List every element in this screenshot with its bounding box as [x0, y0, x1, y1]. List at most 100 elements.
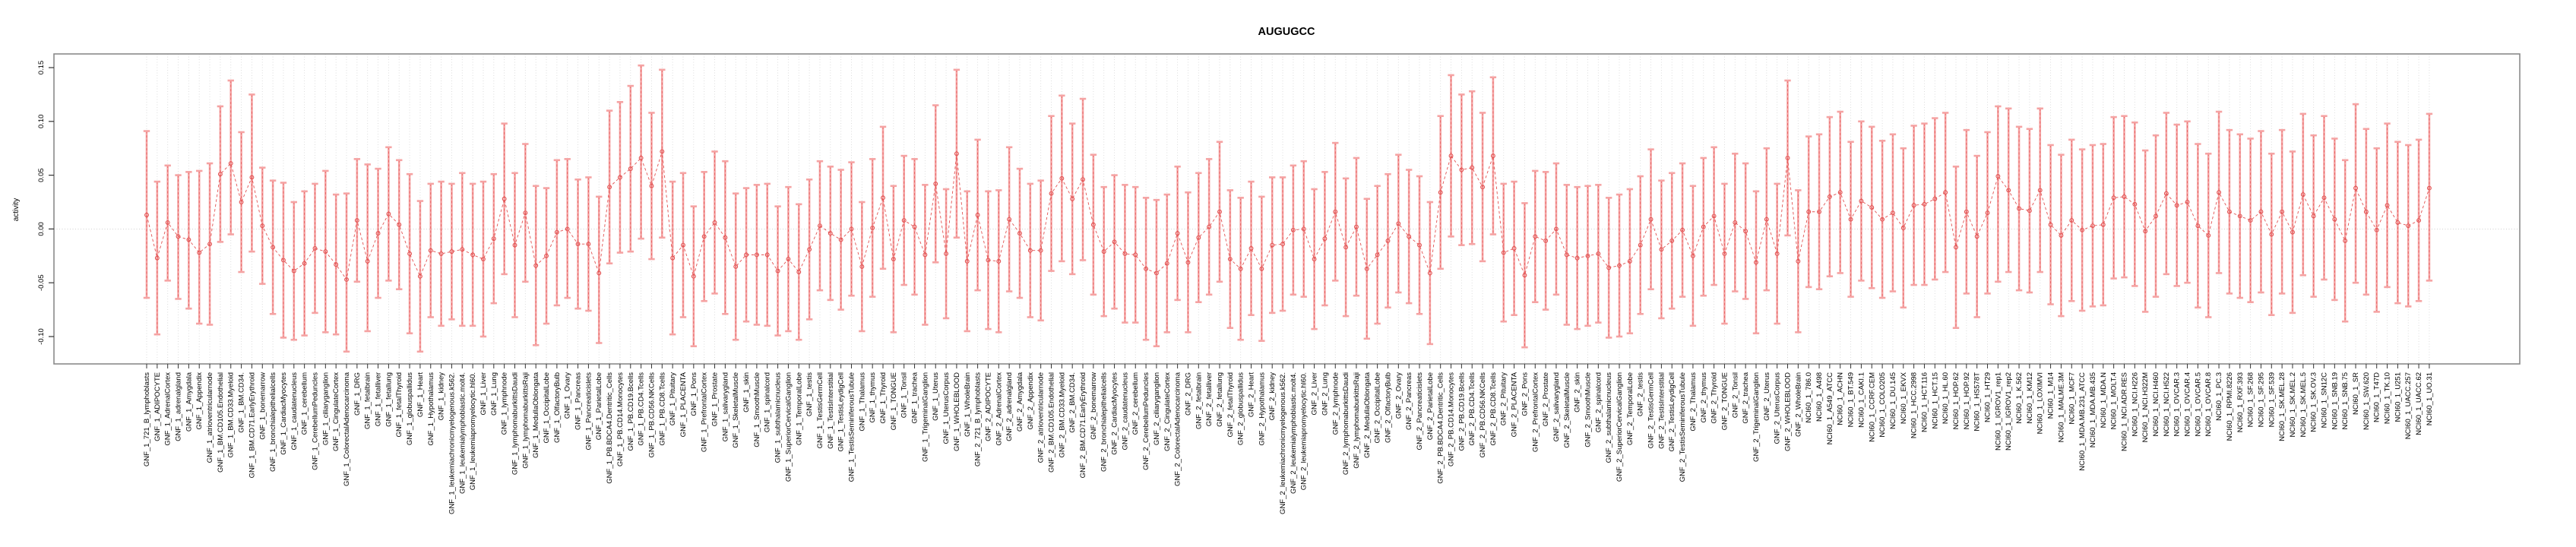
data-point	[197, 250, 202, 255]
x-axis-label: GNF_1_WHOLEBLOOD	[953, 372, 961, 451]
y-tick-label: 0.05	[37, 168, 46, 182]
data-point	[891, 257, 896, 261]
data-point	[2174, 203, 2179, 208]
data-point	[260, 223, 265, 229]
x-axis-label: GNF_1_BM.CD33.Myeloid	[227, 372, 236, 457]
data-point	[344, 277, 349, 282]
data-point	[1985, 210, 1990, 216]
x-axis-label: GNF_2_testis	[1637, 372, 1645, 416]
x-axis-label: NCI60_1_UACC.257	[2404, 372, 2413, 439]
data-point	[996, 258, 1002, 264]
x-axis-label: GNF_2_Heart	[1248, 372, 1256, 417]
x-axis-label: GNF_1_UterusCorpus	[942, 372, 951, 444]
data-point	[291, 268, 296, 274]
x-axis-label: NCI60_1_T47D	[2373, 372, 2381, 422]
data-point	[1280, 242, 1285, 247]
chart-title: AUGUGCC	[1258, 26, 1315, 38]
x-axis-label: GNF_1_Uterus	[932, 372, 940, 421]
x-axis-label: GNF_1_fetalliver	[375, 372, 383, 426]
x-axis-label: GNF_2_SmoothMuscle	[1584, 372, 1592, 447]
data-point	[586, 242, 591, 247]
x-axis-label: GNF_2_Thalamus	[1689, 372, 1698, 432]
data-point	[1680, 227, 1685, 232]
data-point	[2269, 232, 2274, 237]
data-point	[491, 236, 496, 242]
data-point	[1701, 224, 1706, 229]
data-point	[1480, 185, 1486, 190]
data-point	[2363, 209, 2369, 214]
data-point	[2300, 192, 2305, 198]
data-point	[2080, 227, 2085, 232]
x-axis-label: NCI60_1_SF.268	[2247, 372, 2255, 427]
y-tick-label: -0.10	[37, 328, 46, 345]
data-point	[807, 247, 812, 252]
data-point	[1301, 226, 1306, 232]
data-point	[544, 253, 549, 258]
x-axis-label: GNF_2_PB.CD19.Bcells	[1457, 372, 1466, 451]
data-point	[1343, 245, 1349, 250]
data-point	[2311, 213, 2316, 219]
x-axis-label: GNF_2_Pancreas	[1405, 372, 1413, 430]
data-point	[1175, 231, 1180, 236]
x-axis-label: NCI60_1_A549_ATCC	[1826, 372, 1834, 445]
data-point	[239, 200, 244, 204]
x-axis-label: NCI60_1_SF.295	[2257, 372, 2265, 427]
x-axis-label: GNF_1_PB.CD14.Monocytes	[616, 372, 625, 466]
series-line	[146, 151, 2430, 281]
data-point	[1470, 165, 1475, 170]
data-point	[691, 274, 696, 279]
x-axis-label: NCI60_1_COLO205	[1878, 372, 1887, 438]
data-point	[2258, 209, 2264, 214]
x-axis-label: NCI60_1_RXF.393	[2236, 372, 2245, 432]
data-point	[1932, 196, 1938, 201]
x-axis-label: GNF_1_PLACENTA	[679, 372, 688, 437]
data-point	[1922, 201, 1927, 207]
x-axis-label: NCI60_1_NCI.H522	[2163, 372, 2171, 437]
x-axis-label: GNF_1_adrenalgland	[175, 372, 183, 441]
x-axis-label: GNF_1_kidney	[438, 372, 446, 421]
x-axis-label: NCI60_1_MDA.MB.231_ATCC	[2078, 372, 2087, 471]
x-axis-label: GNF_1_fetalbrain	[364, 372, 372, 429]
data-point	[1596, 251, 1601, 256]
x-axis-label: NCI60_1_OVCAR.4	[2184, 372, 2192, 436]
x-axis-label: NCI60_1_HS578T	[1973, 372, 1982, 432]
x-axis-label: GNF_1_Thyroid	[879, 372, 888, 424]
data-point	[2353, 185, 2358, 191]
x-axis-label: GNF_2_AdrenalCortex	[995, 372, 1003, 446]
x-axis-label: GNF_2_ADIPOCYTE	[984, 372, 992, 441]
data-point	[386, 211, 391, 217]
data-point	[1101, 249, 1106, 255]
x-axis-label: GNF_2_Pons	[1521, 372, 1529, 416]
x-axis-label: GNF_1_Amygdala	[185, 372, 193, 432]
x-axis-label: NCI60_1_SK.OV.3	[2310, 372, 2318, 432]
data-point	[176, 234, 181, 239]
data-point	[460, 247, 465, 252]
data-point	[302, 261, 307, 266]
data-point	[365, 258, 370, 264]
x-axis-label: NCI60_1_MCF7	[2068, 372, 2076, 425]
x-axis-label: NCI60_1_HOP.62	[1952, 372, 1960, 429]
x-axis-label: GNF_1_TONGUE	[890, 372, 898, 430]
x-axis-label: NCI60_1_MALME.3M	[2057, 372, 2065, 442]
data-point	[1533, 234, 1538, 239]
x-axis-label: GNF_1_MedullaOblongata	[532, 372, 540, 458]
x-axis-label: GNF_2_PB.CD56.NKCells	[1479, 372, 1487, 458]
data-point	[2426, 185, 2432, 191]
data-point	[512, 242, 517, 248]
data-point	[2217, 190, 2222, 195]
data-point	[2143, 229, 2148, 234]
x-axis-label: GNF_2_globuspallidus	[1237, 372, 1245, 445]
x-axis-label: GNF_2_Thyroid	[1710, 372, 1719, 424]
x-axis-label: NCI60_1_HCT.15	[1931, 372, 1939, 428]
data-point	[481, 257, 486, 261]
data-point	[628, 166, 633, 172]
x-axis-label: GNF_2_subthalamicnucleus	[1605, 372, 1613, 463]
x-axis-label: GNF_1_Pituitary	[669, 372, 677, 425]
x-axis-label: GNF_1_spinalcord	[764, 372, 772, 432]
data-point	[1322, 236, 1328, 242]
data-point	[764, 252, 770, 258]
x-axis-label: NCI60_1_IGROV1_rep1	[1994, 372, 2002, 451]
x-axis-label: GNF_2_leukemiachronicmyelogenous.k562.	[1279, 372, 1287, 514]
x-axis-label: NCI60_1_UO.31	[2426, 372, 2434, 425]
x-axis-label: GNF_1_PB.CD56.NKCells	[647, 372, 656, 458]
